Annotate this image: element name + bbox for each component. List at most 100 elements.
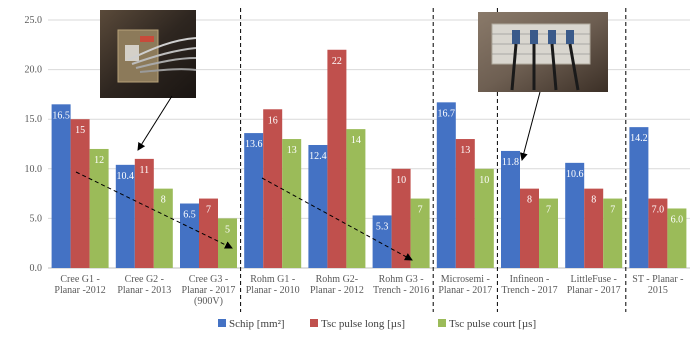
bar-tsc-court xyxy=(346,129,366,268)
bar-data-label: 6.5 xyxy=(183,210,196,221)
x-category-label: Rohm G2-Planar - 2012 xyxy=(310,274,364,296)
y-tick-label: 10.0 xyxy=(25,164,43,175)
x-category-label-line: 2015 xyxy=(648,285,668,296)
x-category-label-line: Planar - 2010 xyxy=(246,285,300,296)
bar-data-label: 16 xyxy=(268,115,278,126)
x-category-label-line: Cree G3 - xyxy=(189,274,228,285)
bar-data-label: 10 xyxy=(396,175,406,186)
bar-schip xyxy=(565,162,585,268)
bar-tsc-long xyxy=(199,198,218,268)
bar-data-label: 7 xyxy=(418,205,423,216)
data-labels-layer: 16.5 10.4 6.5 13.6 12.4 5.3 16.7 11.8 10.6 14.2 15… xyxy=(52,56,683,236)
y-tick-label: 0.0 xyxy=(30,263,43,274)
bar-data-label: 13 xyxy=(460,145,470,156)
x-category-label-line: Infineon - xyxy=(510,274,550,285)
x-category-label-line: Microsemi - xyxy=(441,274,490,285)
x-category-label: Infineon -Trench - 2017 xyxy=(501,274,557,296)
bar-tsc-long xyxy=(648,198,668,268)
bar-tsc-court xyxy=(539,198,558,268)
bar-tsc-long xyxy=(391,168,411,268)
bar-data-label: 10.6 xyxy=(566,169,584,180)
x-category-label: LittleFuse -Planar - 2017 xyxy=(567,274,621,296)
bar-tsc-long xyxy=(327,49,347,269)
die-photo-cree xyxy=(100,10,197,98)
bar-data-label: 10 xyxy=(479,175,489,186)
x-category-label-line: Cree G2 - xyxy=(125,274,164,285)
bar-data-label: 13 xyxy=(287,145,297,156)
trend-arrow-cree xyxy=(75,171,233,249)
bar-data-label: 8 xyxy=(161,195,166,206)
bar-data-label: 12 xyxy=(94,155,104,166)
x-category-label-line: LittleFuse - xyxy=(571,274,617,285)
bar-schip xyxy=(244,133,264,268)
y-tick-label: 25.0 xyxy=(25,15,43,26)
x-category-label-line: Rohm G2- xyxy=(316,274,359,285)
photo-arrow-cree xyxy=(137,95,173,151)
bar-tsc-court xyxy=(282,139,302,268)
bar-tsc-court xyxy=(603,198,623,268)
bar-data-label: 7.0 xyxy=(652,205,665,216)
y-tick-label: 15.0 xyxy=(25,114,43,125)
bar-tsc-long xyxy=(455,139,475,268)
bar-schip xyxy=(501,150,520,268)
y-tick-label: 5.0 xyxy=(30,213,43,224)
bar-data-label: 16.7 xyxy=(438,108,456,119)
x-category-label-line: Planar - 2012 xyxy=(310,285,364,296)
bar-tsc-long xyxy=(70,119,90,268)
bar-schip xyxy=(51,104,71,268)
x-category-label-line: Trench - 2017 xyxy=(501,285,557,296)
legend-swatch xyxy=(310,319,318,327)
x-category-label-line: Planar - 2017 xyxy=(182,285,236,296)
bar-data-label: 13.6 xyxy=(245,139,263,150)
bar-tsc-long xyxy=(584,188,604,268)
bars-layer xyxy=(51,49,687,269)
bar-data-label: 10.4 xyxy=(117,171,135,182)
bar-schip xyxy=(436,102,456,268)
x-category-label-line: Rohm G1 - xyxy=(250,274,295,285)
x-category-label: Cree G3 -Planar - 2017 (900V) xyxy=(182,274,236,307)
bar-tsc-court xyxy=(89,148,109,268)
bar-data-label: 16.5 xyxy=(52,110,70,121)
bar-data-label: 7 xyxy=(546,205,551,216)
x-category-label-line: Planar -2012 xyxy=(54,285,105,296)
x-category-label-line: Planar - 2017 xyxy=(438,285,492,296)
x-category-label: Microsemi -Planar - 2017 xyxy=(438,274,492,296)
legend: Schip [mm²] Tsc pulse long [µs] Tsc pulse … xyxy=(218,318,536,330)
bar-data-label: 14.2 xyxy=(630,133,648,144)
bar-tsc-court xyxy=(667,208,687,268)
bar-data-label: 7 xyxy=(610,205,615,216)
bar-data-label: 6.0 xyxy=(671,214,684,225)
trend-arrow-rohm xyxy=(261,177,413,261)
x-category-label: ST - Planar -2015 xyxy=(632,274,683,296)
x-category-label-line: Planar - 2013 xyxy=(117,285,171,296)
x-category-label: Rohm G3 -Trench - 2016 xyxy=(373,274,429,296)
bar-data-label: 11 xyxy=(139,165,149,176)
legend-label: Tsc pulse court [µs] xyxy=(449,318,536,330)
bar-tsc-long xyxy=(263,109,283,268)
legend-label: Tsc pulse long [µs] xyxy=(321,318,405,330)
bar-data-label: 14 xyxy=(351,135,361,146)
x-category-label-line: (900V) xyxy=(194,296,223,307)
bar-data-label: 8 xyxy=(527,195,532,206)
bar-tsc-long xyxy=(520,188,539,268)
x-category-label-line: Trench - 2016 xyxy=(373,285,429,296)
bar-data-label: 7 xyxy=(206,205,211,216)
bar-data-label: 15 xyxy=(75,125,85,136)
x-category-label: Cree G1 -Planar -2012 xyxy=(54,274,105,296)
x-category-label-line: Rohm G3 - xyxy=(379,274,424,285)
die-photo-infineon xyxy=(478,12,608,92)
x-category-label: Rohm G1 -Planar - 2010 xyxy=(246,274,300,296)
bar-data-label: 11.8 xyxy=(502,157,519,168)
bar-schip xyxy=(180,203,199,268)
bar-tsc-long xyxy=(134,158,154,268)
x-category-label-line: ST - Planar - xyxy=(632,274,683,285)
bar-tsc-court xyxy=(474,168,494,268)
x-category-label-line: Cree G1 - xyxy=(60,274,99,285)
y-axis-ticks: 0.0 5.0 10.0 15.0 20.0 25.0 xyxy=(25,15,43,274)
bar-tsc-court xyxy=(410,198,430,268)
bar-data-label: 22 xyxy=(332,56,342,67)
legend-swatch xyxy=(218,319,226,327)
bar-data-label: 5 xyxy=(225,224,230,235)
